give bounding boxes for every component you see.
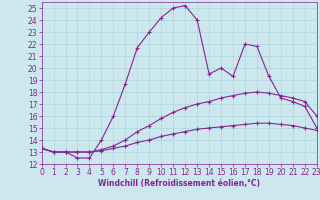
X-axis label: Windchill (Refroidissement éolien,°C): Windchill (Refroidissement éolien,°C) [98, 179, 260, 188]
